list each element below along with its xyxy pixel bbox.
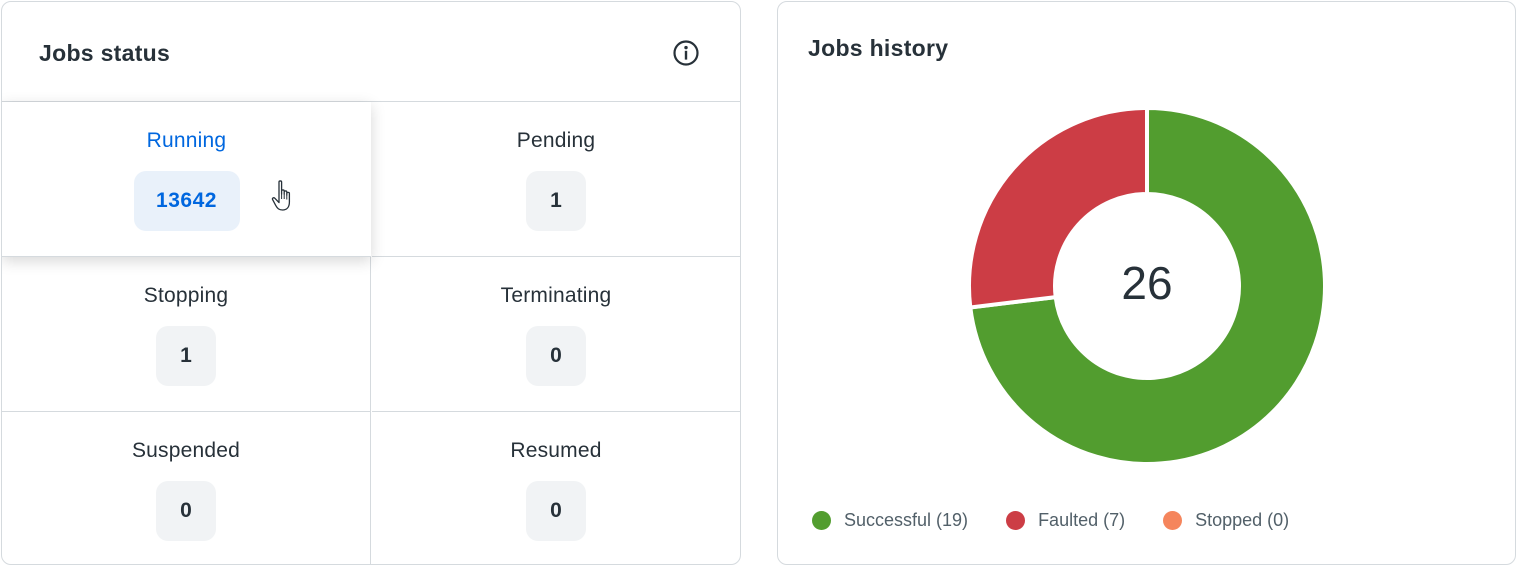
status-count-terminating: 0 <box>526 326 586 386</box>
legend-dot-faulted <box>1006 511 1026 530</box>
legend-dot-successful <box>812 511 831 530</box>
status-count-resumed: 0 <box>526 481 586 541</box>
status-label-terminating: Terminating <box>500 284 612 307</box>
status-label-stopping: Stopping <box>143 284 229 307</box>
jobs-history-donut-chart <box>967 106 1327 466</box>
status-cell-pending[interactable]: Pending 1 <box>372 102 740 257</box>
jobs-status-card: Jobs status Running 13642 Pending 1 Stop… <box>1 1 741 565</box>
status-cell-terminating[interactable]: Terminating 0 <box>372 257 740 412</box>
jobs-history-card: Jobs history 26 Successful (19) Faulted … <box>777 1 1516 565</box>
jobs-status-grid: Running 13642 Pending 1 Stopping 1 Termi… <box>2 102 740 564</box>
chart-legend: Successful (19) Faulted (7) Stopped (0) <box>812 510 1327 531</box>
legend-item-stopped[interactable]: Stopped (0) <box>1163 510 1289 531</box>
legend-label-successful: Successful (19) <box>844 510 969 530</box>
legend-dot-stopped <box>1163 511 1183 530</box>
info-icon[interactable] <box>672 39 700 67</box>
status-cell-stopping[interactable]: Stopping 1 <box>2 257 371 412</box>
donut-total-label: 26 <box>1121 257 1173 309</box>
status-count-stopping: 1 <box>156 326 216 386</box>
status-cell-running[interactable]: Running 13642 <box>2 102 371 257</box>
status-label-pending: Pending <box>516 129 596 152</box>
legend-label-faulted: Faulted (7) <box>1038 510 1126 530</box>
status-cell-suspended[interactable]: Suspended 0 <box>2 412 371 564</box>
hand-cursor-icon <box>271 180 291 211</box>
legend-item-faulted[interactable]: Faulted (7) <box>1006 510 1125 531</box>
donut-slice-faulted[interactable] <box>967 106 1149 310</box>
status-cell-resumed[interactable]: Resumed 0 <box>372 412 740 564</box>
jobs-status-header: Jobs status <box>2 2 740 102</box>
status-count-running: 13642 <box>133 171 240 231</box>
donut-slice-successful[interactable] <box>968 106 1327 466</box>
status-count-suspended: 0 <box>156 481 216 541</box>
status-label-running: Running <box>146 129 227 152</box>
status-label-suspended: Suspended <box>131 439 241 462</box>
legend-item-successful[interactable]: Successful (19) <box>812 510 968 531</box>
status-label-resumed: Resumed <box>510 439 602 462</box>
status-count-pending: 1 <box>526 171 586 231</box>
jobs-history-title: Jobs history <box>808 35 949 61</box>
jobs-status-title: Jobs status <box>39 40 171 66</box>
legend-label-stopped: Stopped (0) <box>1195 510 1290 530</box>
